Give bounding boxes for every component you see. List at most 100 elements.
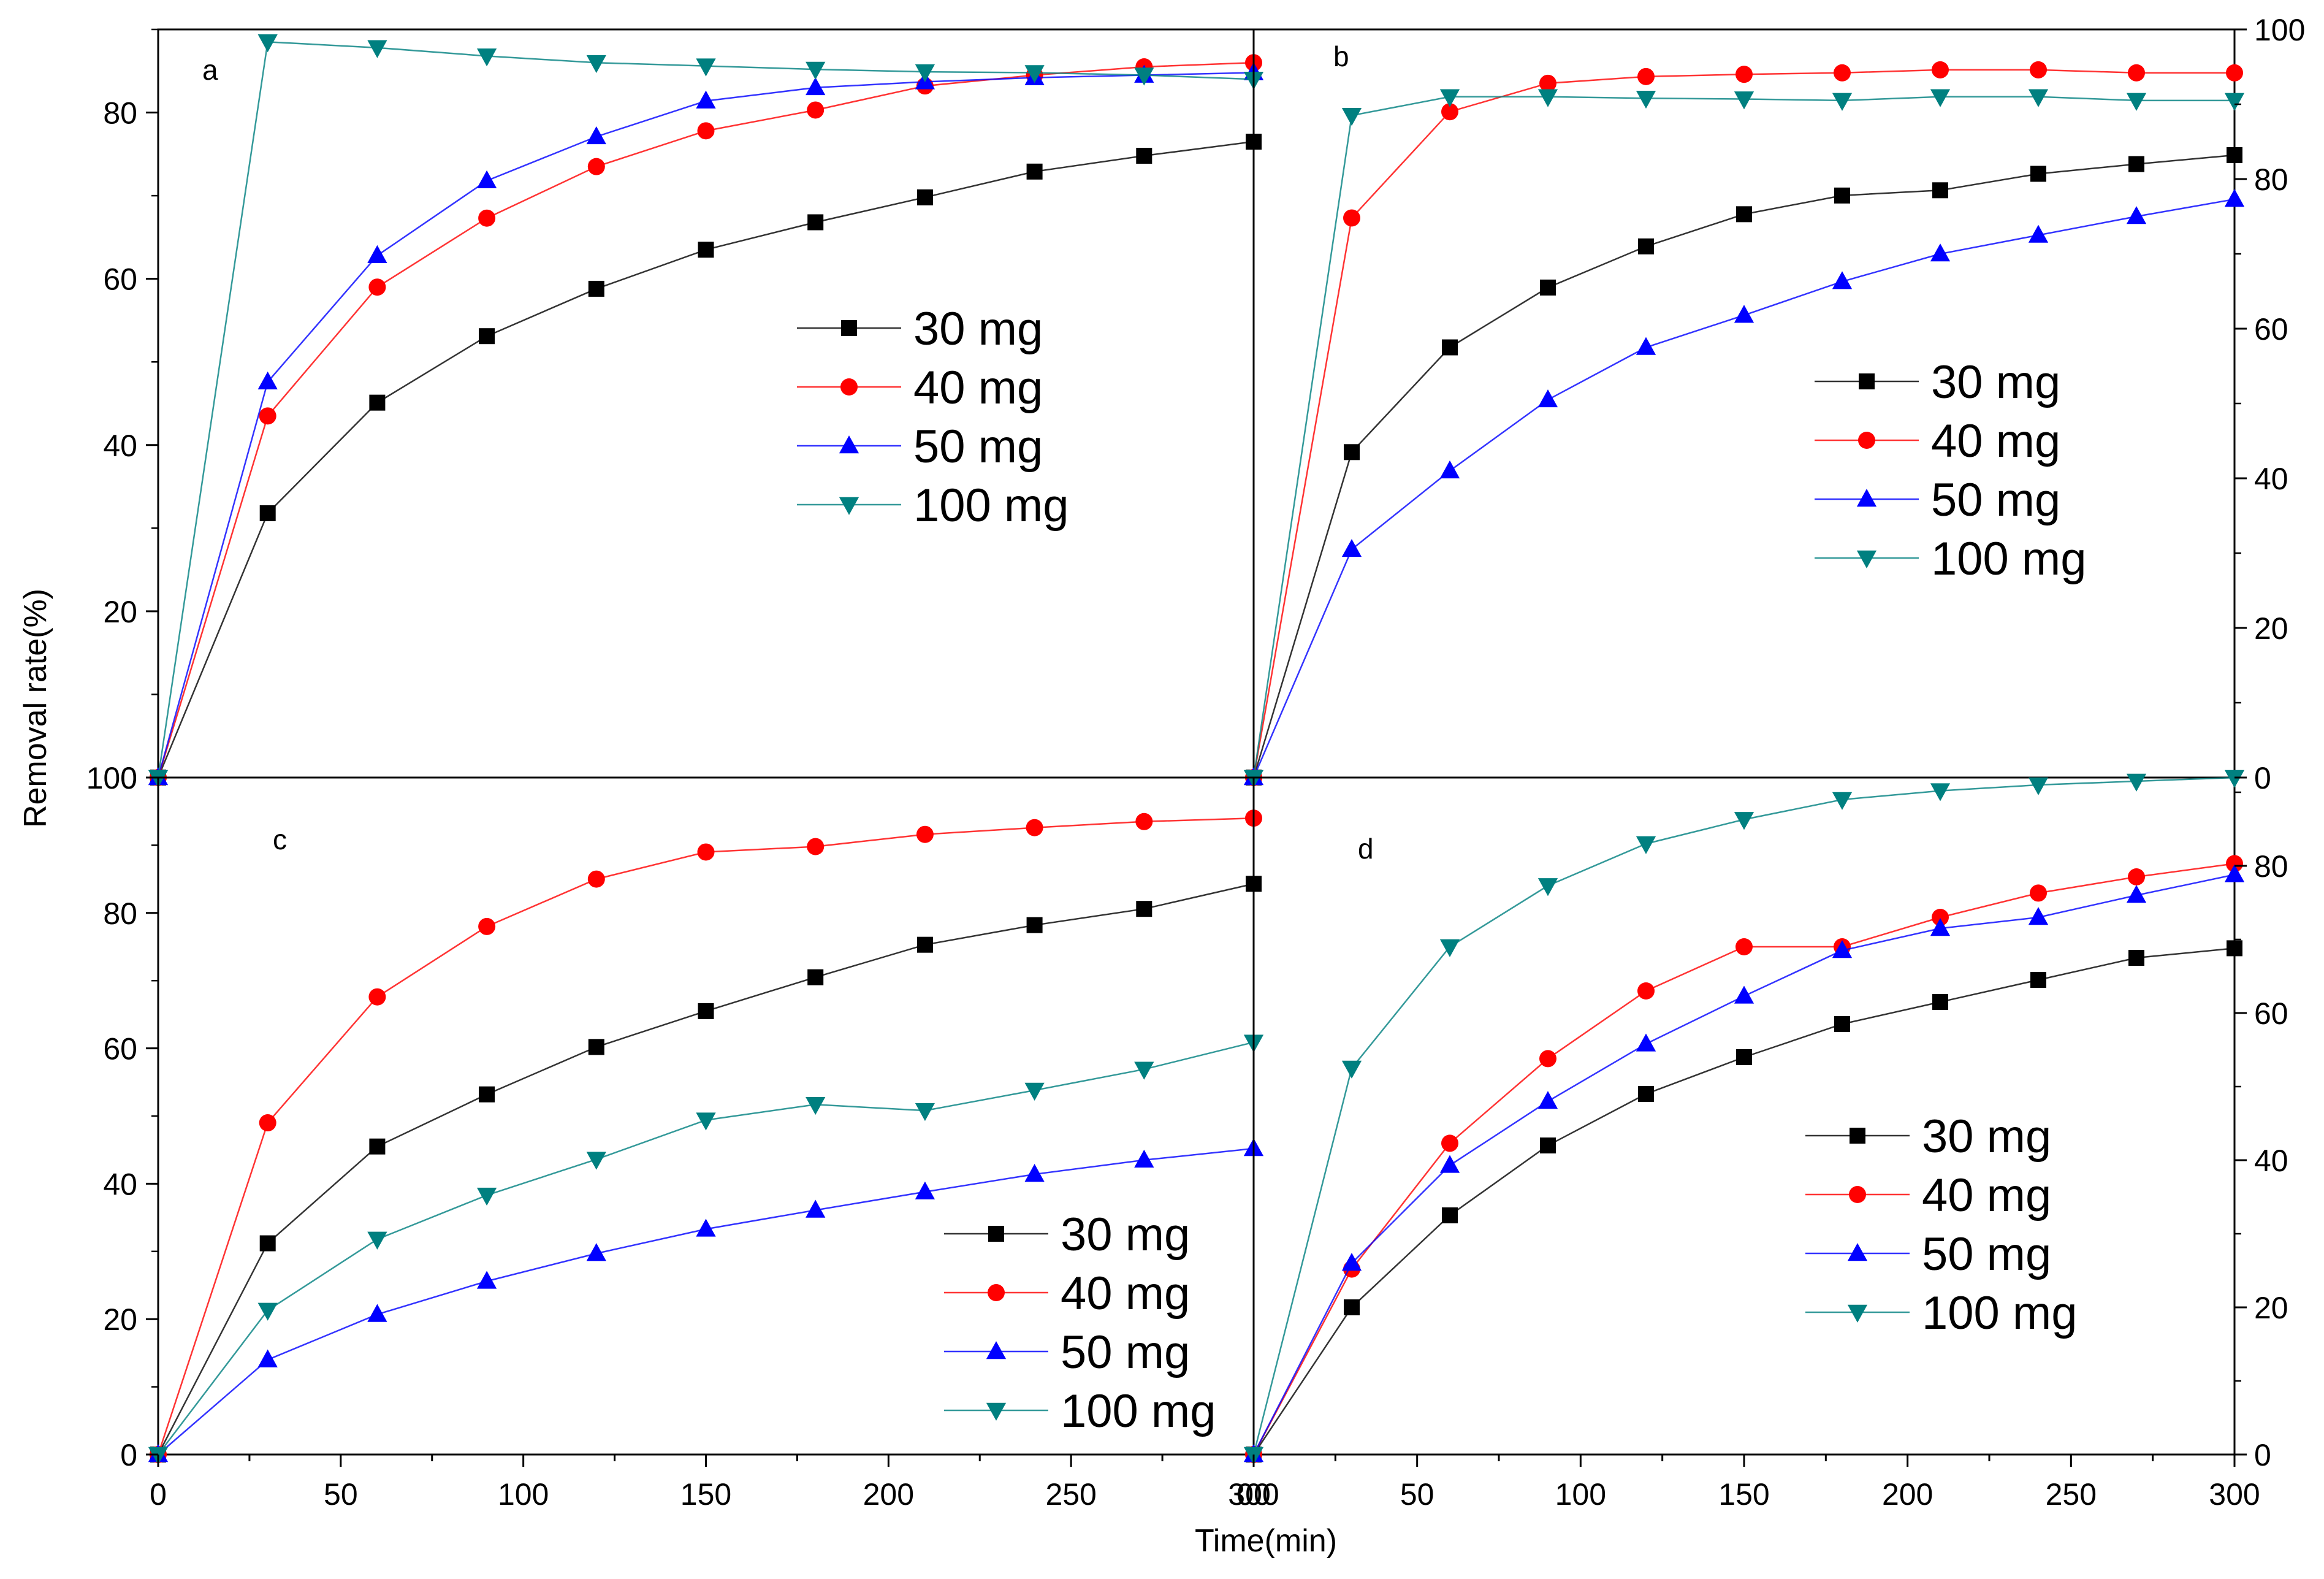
data-point	[587, 158, 605, 175]
data-point	[1537, 1091, 1558, 1109]
data-point	[1136, 148, 1152, 164]
data-point	[257, 1302, 278, 1321]
data-point	[476, 170, 497, 188]
data-point	[479, 1086, 495, 1103]
data-point	[807, 838, 825, 855]
data-point	[1134, 1149, 1154, 1168]
legend-item: 100 mg	[944, 1385, 1216, 1437]
series-line	[1252, 776, 2235, 1455]
data-point	[1344, 1299, 1360, 1315]
y-tick-label: 40	[103, 1167, 137, 1201]
data-point	[1341, 108, 1362, 126]
legend-label: 100 mg	[1931, 533, 2087, 585]
panel-frame	[1252, 28, 2236, 779]
data-point	[367, 245, 387, 263]
y-tick-label: 80	[103, 897, 137, 931]
data-point	[1930, 89, 1951, 107]
data-point	[368, 278, 386, 296]
x-tick-label: 300	[2209, 1477, 2260, 1512]
data-point	[1832, 93, 1853, 111]
y-tick-label: 100	[2254, 13, 2305, 47]
data-point	[2028, 224, 2049, 243]
legend-marker	[1849, 1186, 1866, 1203]
data-point	[697, 122, 715, 140]
data-point	[2030, 61, 2047, 78]
y-tick-label: 60	[103, 262, 137, 297]
data-point	[1537, 878, 1558, 897]
data-point	[1832, 940, 1853, 958]
data-point	[1638, 238, 1654, 254]
panel-label: b	[1333, 40, 1349, 72]
data-point	[1344, 444, 1360, 461]
data-point	[1439, 939, 1460, 957]
y-tick-label: 0	[2254, 1438, 2271, 1472]
data-point	[259, 407, 276, 425]
data-point	[807, 101, 825, 119]
data-point	[1539, 1050, 1556, 1068]
data-point	[1637, 982, 1655, 1000]
legend-label: 50 mg	[913, 421, 1043, 473]
y-tick-label: 80	[103, 96, 137, 131]
panel-label: d	[1358, 833, 1374, 865]
data-point	[478, 209, 496, 227]
data-point	[586, 55, 606, 74]
data-point	[1539, 74, 1556, 92]
data-point	[586, 1152, 606, 1170]
legend-label: 40 mg	[913, 362, 1043, 414]
data-point	[1343, 209, 1360, 227]
data-point	[1734, 305, 1754, 323]
legend-item: 30 mg	[1805, 1111, 2051, 1163]
data-point	[1136, 901, 1152, 917]
data-point	[1736, 206, 1752, 223]
data-point	[367, 40, 387, 58]
y-tick-label: 0	[120, 761, 137, 795]
data-point	[1930, 783, 1951, 801]
data-point	[806, 61, 826, 80]
legend-item: 40 mg	[1805, 1169, 2051, 1222]
data-point	[2030, 884, 2047, 902]
legend-marker	[839, 435, 859, 454]
y-tick-label: 0	[2254, 761, 2271, 795]
data-point	[1832, 792, 1853, 810]
data-point	[1932, 182, 1948, 199]
y-tick-label: 60	[103, 1032, 137, 1066]
data-point	[2128, 950, 2144, 966]
x-tick-label: 0	[150, 1477, 167, 1512]
data-point	[1637, 67, 1655, 85]
data-point	[1735, 66, 1753, 83]
series-line	[1252, 947, 2235, 1455]
legend-label: 100 mg	[1922, 1287, 2078, 1339]
data-point	[367, 1304, 387, 1322]
legend-item: 100 mg	[1815, 533, 2087, 585]
series-line	[157, 72, 1254, 778]
series-line	[157, 61, 1254, 778]
y-tick-label: 20	[103, 1302, 137, 1337]
data-point	[588, 280, 604, 297]
data-point	[257, 371, 278, 390]
data-point	[476, 1187, 497, 1206]
data-point	[696, 1112, 716, 1131]
y-tick-label: 0	[120, 1438, 137, 1472]
legend-label: 100 mg	[913, 480, 1069, 532]
data-point	[1441, 103, 1458, 121]
y-tick-label: 20	[103, 595, 137, 629]
x-axis-title: Time(min)	[1195, 1523, 1337, 1559]
data-point	[696, 1218, 716, 1237]
data-point	[1439, 89, 1460, 107]
data-point	[1537, 389, 1558, 408]
legend-item: 50 mg	[797, 421, 1043, 473]
data-point	[807, 214, 824, 231]
data-point	[588, 1039, 604, 1055]
data-point	[1135, 812, 1153, 830]
data-point	[2224, 864, 2245, 882]
series-line	[157, 140, 1254, 778]
legend-item: 40 mg	[1815, 415, 2060, 467]
data-point	[1932, 61, 1949, 78]
legend: 30 mg 40 mg 50 mg 100 mg	[1815, 356, 2087, 585]
data-point	[2126, 206, 2147, 224]
data-point	[1024, 1164, 1045, 1182]
y-tick-label: 100	[86, 761, 137, 795]
data-point	[1636, 90, 1656, 109]
data-point	[1540, 1137, 1556, 1153]
x-tick-label: 250	[1045, 1477, 1096, 1512]
